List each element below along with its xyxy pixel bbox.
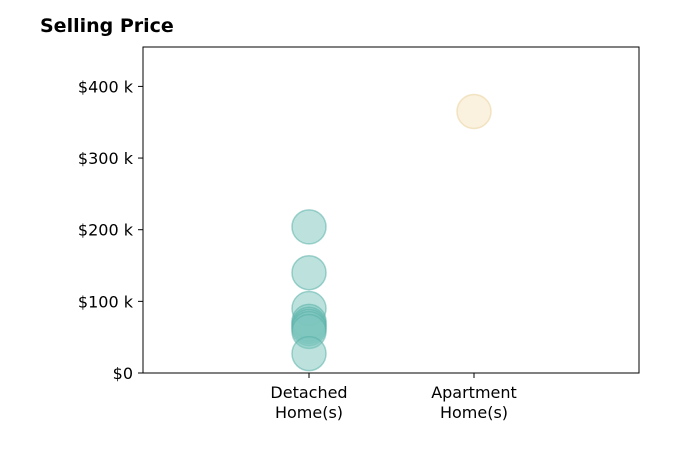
chart-title: Selling Price — [40, 15, 174, 37]
x-tick-label: Apartment Home(s) — [431, 383, 517, 422]
data-points — [291, 93, 492, 372]
y-tick-label: $300 k — [78, 149, 134, 168]
axes: $0 $100 k $200 k $300 k $400 k Detached Home(s… — [78, 46, 640, 422]
x-tick-label: Detached Home(s) — [270, 383, 347, 422]
data-point — [291, 254, 327, 291]
data-point — [456, 93, 492, 130]
y-tick-label: $100 k — [78, 292, 134, 311]
y-tick-label: $200 k — [78, 221, 134, 240]
data-point — [291, 209, 327, 245]
y-tick-label: $0 — [113, 364, 133, 383]
y-tick-label: $400 k — [78, 77, 134, 96]
data-point — [291, 335, 327, 372]
plot-frame — [142, 46, 640, 374]
